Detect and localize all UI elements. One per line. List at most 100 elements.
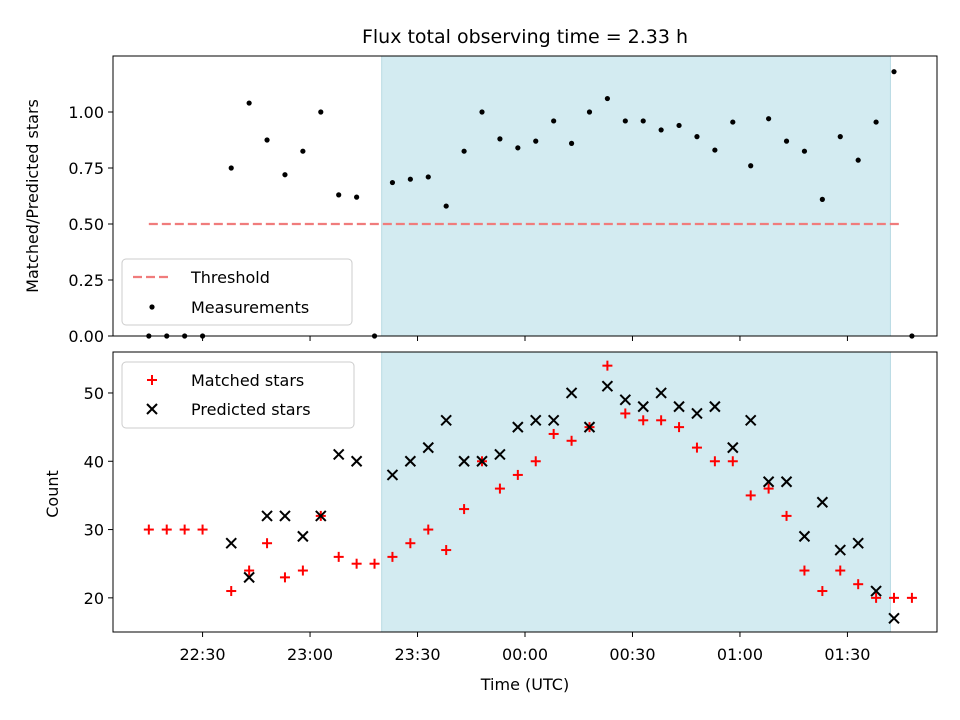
top-measurements-point — [282, 172, 288, 178]
top-measurements-point — [748, 163, 754, 169]
bottom-predicted-stars-point — [691, 407, 703, 420]
top-measurements-point — [407, 176, 413, 182]
bottom-matched-stars-point — [763, 483, 774, 494]
top-legend-box — [121, 258, 353, 326]
legend-predicted-label: Predicted stars — [191, 400, 311, 419]
top-measurements-point — [389, 179, 396, 186]
x-marker-b — [332, 448, 345, 461]
top-measurements-point — [354, 194, 360, 200]
bottom-matched-stars-point — [835, 565, 846, 576]
top-shaded-interval — [381, 56, 891, 336]
top-measurements-point — [640, 118, 646, 124]
top-measurements-point — [855, 157, 861, 163]
bottom-matched-stars-point — [197, 524, 208, 535]
x-marker-b — [494, 448, 506, 461]
bottom-matched-stars-point — [351, 558, 362, 569]
bottom-panel: 20 30 40 50 22:30 23:00 23:30 00:00 00:30 01:00 01… — [84, 351, 938, 664]
bottom-predicted-stars-point — [727, 441, 739, 454]
bottom-matched-stars-point — [441, 545, 452, 556]
x-marker-b — [709, 400, 721, 413]
x-tick-label: 22:30 — [180, 645, 226, 664]
x-tick-label: 23:00 — [287, 645, 333, 664]
bottom-predicted-stars-point — [619, 394, 632, 406]
bottom-matched-stars-point — [369, 558, 380, 569]
bottom-predicted-stars-point — [655, 387, 667, 399]
legend-measurements-swatch — [149, 304, 155, 310]
x-marker-b — [297, 530, 309, 543]
x-marker-b — [440, 414, 452, 426]
bottom-predicted-stars-point — [494, 448, 506, 461]
top-y-tick-label: 0.25 — [68, 271, 104, 290]
top-measurements-point — [246, 100, 252, 106]
x-marker-b — [655, 387, 667, 399]
bottom-matched-stars-point — [691, 442, 702, 453]
bottom-predicted-stars-point — [404, 455, 417, 467]
x-marker-b — [583, 421, 596, 433]
legend-matched-label: Matched stars — [191, 371, 304, 390]
bottom-predicted-stars-point — [332, 448, 345, 461]
top-measurements-point — [425, 174, 431, 180]
bottom-matched-stars-point — [179, 524, 190, 535]
bottom-legend-box — [121, 361, 355, 429]
legend-measurements-label: Measurements — [191, 298, 309, 317]
top-measurements-point — [568, 140, 575, 146]
bottom-matched-stars-point — [799, 565, 810, 576]
bottom-matched-stars-point — [638, 415, 649, 426]
x-tick-label: 00:30 — [609, 645, 655, 664]
top-measurements-point — [533, 138, 539, 144]
top-measurements-point — [228, 165, 234, 171]
top-y-tick-label: 0.00 — [68, 327, 104, 346]
bottom-y-tick-label: 50 — [84, 384, 104, 403]
bottom-predicted-stars-point — [601, 380, 614, 392]
bottom-matched-stars-point — [871, 592, 882, 603]
x-marker-b — [243, 571, 255, 584]
bottom-matched-stars-point — [781, 510, 792, 521]
bottom-predicted-stars-point — [888, 612, 900, 625]
x-marker-b — [565, 387, 578, 399]
bottom-matched-stars-point — [161, 524, 172, 535]
bottom-predicted-stars-point — [261, 510, 273, 522]
bottom-matched-stars-point — [423, 524, 434, 535]
x-marker-b — [404, 455, 417, 467]
x-marker-b — [619, 394, 632, 406]
bottom-y-tick-label: 40 — [84, 452, 104, 471]
top-measurements-point — [604, 95, 611, 102]
top-measurements-point — [712, 147, 718, 153]
top-measurements-point — [264, 137, 270, 143]
bottom-matched-stars-point — [405, 538, 416, 549]
bottom-matched-stars-point — [226, 586, 237, 597]
x-marker-b — [673, 400, 685, 413]
bottom-matched-stars-point — [387, 551, 398, 562]
x-axis-label: Time (UTC) — [480, 675, 569, 694]
bottom-predicted-stars-point — [547, 414, 560, 426]
bottom-matched-stars-point — [494, 483, 505, 494]
bottom-predicted-stars-point — [530, 414, 542, 426]
x-marker-b — [422, 441, 434, 454]
bottom-predicted-stars-point — [673, 400, 685, 413]
bottom-predicted-stars-point — [512, 421, 524, 433]
bottom-predicted-stars-point — [315, 510, 327, 522]
bottom-matched-stars-point — [262, 538, 273, 549]
x-marker-b — [816, 496, 829, 508]
bottom-matched-stars-point — [530, 456, 541, 467]
top-measurements-point — [497, 136, 503, 142]
top-measurements-point — [336, 192, 342, 198]
bottom-matched-stars-point — [512, 469, 523, 480]
bottom-matched-stars-point — [244, 565, 255, 576]
top-measurements-point — [443, 203, 449, 209]
bottom-matched-stars-point — [906, 592, 917, 603]
bottom-matched-stars-point — [853, 579, 864, 590]
x-marker-b — [512, 421, 524, 433]
x-tick-label: 01:00 — [717, 645, 763, 664]
bottom-predicted-stars-point — [583, 421, 596, 433]
x-marker-b — [350, 455, 363, 467]
top-measurements-point — [873, 119, 879, 125]
x-marker-b — [691, 407, 703, 420]
x-marker-b — [261, 510, 273, 522]
bottom-matched-stars-point — [333, 551, 344, 562]
bottom-matched-stars-point — [459, 504, 470, 515]
x-marker-b — [386, 469, 399, 481]
bottom-y-axis-label: Count — [43, 470, 62, 518]
bottom-matched-stars-point — [889, 592, 900, 603]
legend-predicted-swatch-b — [146, 403, 158, 415]
